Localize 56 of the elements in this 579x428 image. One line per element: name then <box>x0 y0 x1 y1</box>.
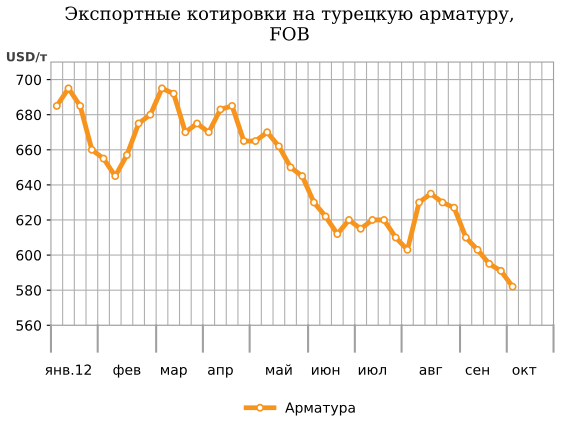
point <box>146 110 154 119</box>
point <box>415 198 424 206</box>
y-tick-label: 560 <box>16 320 41 331</box>
x-tick-label: авг <box>420 366 442 375</box>
point <box>88 146 96 154</box>
x-tick-label: май <box>266 364 292 375</box>
point <box>380 216 388 224</box>
point <box>52 102 61 110</box>
point <box>310 198 318 206</box>
point <box>345 216 353 224</box>
x-tick-label: фев <box>113 364 140 378</box>
y-tick-label: 640 <box>16 180 41 190</box>
x-tick-label: июл <box>358 366 386 375</box>
point <box>426 190 435 198</box>
point <box>240 137 248 145</box>
y-tick-label: 620 <box>16 214 41 226</box>
point <box>158 84 166 92</box>
x-tick-label: сен <box>466 366 489 375</box>
point <box>298 172 306 180</box>
point <box>134 120 143 128</box>
y-tick-label: 600 <box>16 250 41 261</box>
x-tick-label: янв.12 <box>45 364 91 375</box>
x-tick-label: окт <box>512 366 536 375</box>
point <box>356 224 365 233</box>
y-axis-title: USD/т <box>6 52 48 62</box>
point <box>252 137 260 145</box>
y-tick-label: 680 <box>16 110 41 120</box>
point <box>438 198 446 206</box>
point <box>474 246 482 254</box>
point <box>368 216 376 224</box>
point <box>508 282 517 291</box>
point <box>274 142 283 150</box>
y-tick-label: 700 <box>16 74 41 86</box>
point <box>462 234 470 242</box>
point <box>100 154 108 163</box>
point <box>204 128 213 136</box>
point <box>228 102 236 110</box>
x-tick-label: мар <box>161 366 187 378</box>
point <box>322 212 330 220</box>
y-tick-label: 660 <box>16 144 41 156</box>
point <box>193 120 202 128</box>
point <box>286 163 295 172</box>
x-tick-label: июн <box>312 366 340 375</box>
point <box>170 90 178 98</box>
point <box>76 102 84 110</box>
point <box>122 151 131 160</box>
point <box>496 266 505 275</box>
point <box>263 128 272 136</box>
point <box>392 234 400 242</box>
y-tick-label: 580 <box>16 285 41 296</box>
point <box>485 260 494 268</box>
x-tick-label: апр <box>208 366 233 378</box>
point <box>450 204 458 212</box>
chart-title: Экспортные котировки на турецкую арматуру, FOB <box>65 6 513 41</box>
legend-label: Арматура <box>285 402 355 416</box>
point <box>216 105 224 114</box>
